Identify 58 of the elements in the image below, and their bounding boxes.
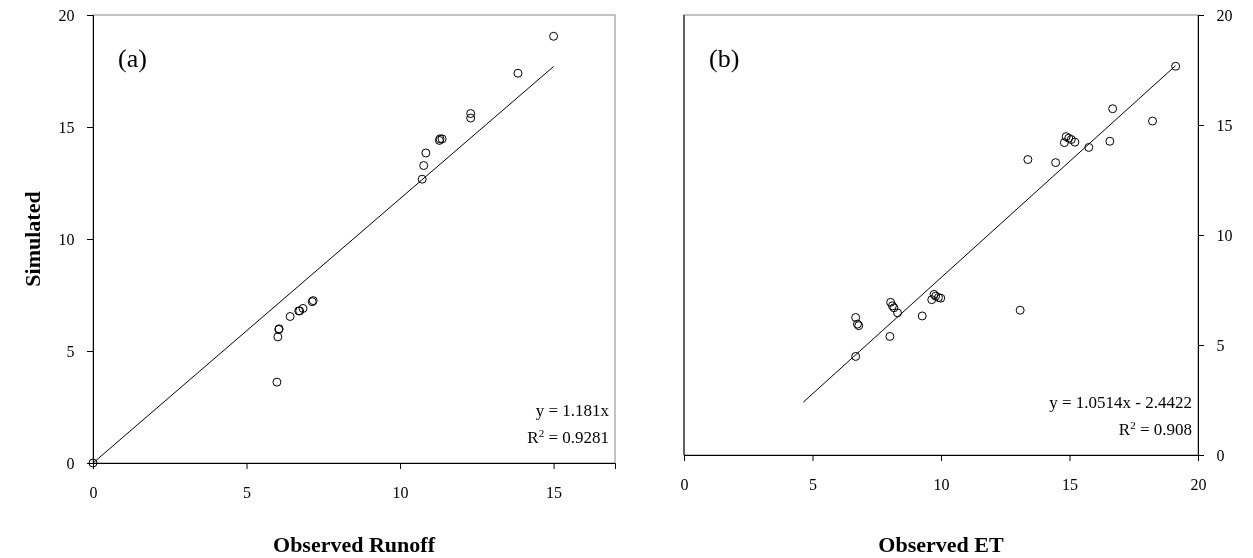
point (273, 332, 283, 342)
annotation: R$^{2}$ = 0.9281 (527, 427, 609, 447)
x-axis-title: Observed ET (878, 532, 1004, 557)
annotation: (a) (118, 44, 147, 73)
x-tick-label: 5 (243, 483, 252, 501)
point (1070, 137, 1080, 147)
y2-tick-label: 10 (1216, 226, 1233, 244)
point (893, 308, 903, 318)
point (419, 161, 429, 171)
point (549, 31, 559, 41)
point (466, 113, 476, 123)
point (298, 303, 308, 313)
x-tick-label: 0 (89, 483, 98, 501)
point (88, 458, 98, 468)
point (1105, 136, 1115, 146)
y2-tick-label: 20 (1216, 6, 1233, 24)
x-tick-label: 10 (392, 483, 409, 501)
x-tick-label: 5 (809, 475, 817, 493)
point (1108, 104, 1118, 114)
point (285, 312, 295, 321)
x-tick-label: 0 (680, 475, 689, 493)
point (466, 109, 476, 119)
point (1051, 158, 1061, 168)
x-tick-label: 15 (1062, 475, 1078, 493)
y-tick-label: 20 (58, 6, 75, 24)
y-tick-label: 10 (58, 230, 75, 248)
annotation: y = 1.181x (535, 401, 610, 420)
annotation: (b) (709, 44, 740, 73)
point (886, 297, 896, 307)
y-tick-label: 15 (58, 118, 75, 136)
point (851, 313, 861, 322)
point (885, 331, 895, 341)
point (1023, 155, 1033, 165)
point (851, 351, 861, 361)
point (417, 174, 427, 184)
point (927, 295, 937, 305)
annotation: y = 1.0514x - 2.4422 (1049, 393, 1192, 412)
point (1059, 138, 1069, 148)
point (272, 377, 282, 387)
point (936, 293, 946, 303)
point (513, 68, 523, 78)
x-tick-label: 15 (546, 483, 563, 501)
point (917, 311, 927, 321)
y-axis-title: Simulated (20, 191, 45, 287)
y2-tick-label: 0 (1216, 446, 1225, 464)
x-tick-label: 10 (933, 475, 950, 493)
x-axis-title: Observed Runoff (273, 532, 436, 557)
point (1015, 305, 1025, 315)
point (1084, 142, 1094, 152)
point (1171, 61, 1181, 71)
point (421, 148, 431, 158)
annotation: R$^{2}$ = 0.908 (1118, 419, 1192, 439)
y-tick-label: 5 (66, 342, 75, 360)
y2-tick-label: 5 (1216, 336, 1225, 354)
y2-tick-label: 15 (1216, 116, 1233, 134)
y-tick-label: 0 (66, 454, 75, 472)
point (1148, 116, 1157, 126)
x-tick-label: 20 (1190, 475, 1207, 493)
